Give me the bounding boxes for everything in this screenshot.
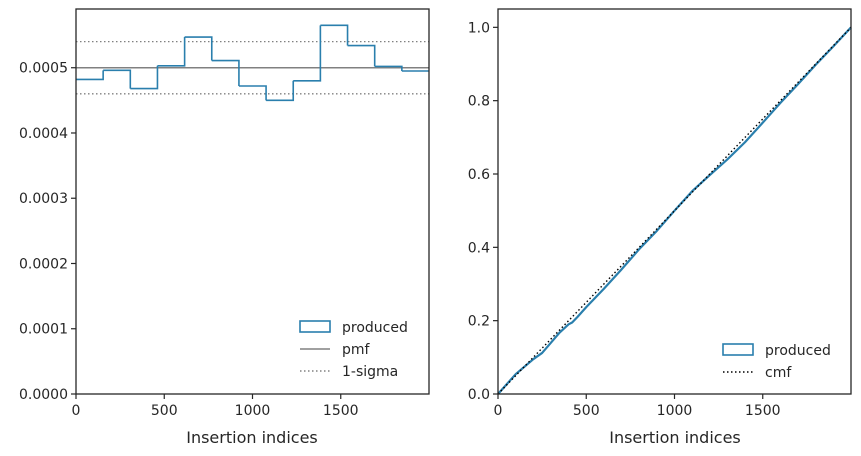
left-x-tick-label: 1000 bbox=[235, 403, 271, 419]
histogram-bin bbox=[76, 70, 104, 81]
right-y-tick-label: 0.2 bbox=[468, 314, 490, 330]
legend-pmf-label: pmf bbox=[342, 342, 371, 358]
histogram-bin bbox=[130, 65, 159, 90]
right-y-tick-label: 0.8 bbox=[468, 94, 490, 110]
histogram-bin bbox=[157, 37, 186, 67]
left-panel: 0 500 1000 1500 0.00000.00010.00020.00030.0… bbox=[19, 8, 430, 447]
legend-produced-label: produced bbox=[765, 343, 831, 359]
histogram-bin bbox=[184, 36, 213, 61]
histogram-bin bbox=[293, 25, 322, 82]
legend-cmf-label: cmf bbox=[765, 365, 792, 381]
right-axes-frame bbox=[497, 8, 852, 395]
histogram-bin bbox=[374, 65, 403, 71]
legend-sigma-label: 1-sigma bbox=[342, 364, 398, 380]
right-panel: 0 500 1000 1500 0.0 0.2 0.4 0.6 0.8 1.0 Insertio… bbox=[468, 8, 852, 447]
produced-line bbox=[497, 26, 852, 395]
histogram-bin bbox=[238, 85, 267, 101]
right-y-ticks: 0.0 0.2 0.4 0.6 0.8 1.0 bbox=[468, 20, 498, 403]
left-x-tick-label: 500 bbox=[151, 403, 178, 419]
right-y-tick-label: 1.0 bbox=[468, 20, 490, 36]
right-x-tick-label: 1500 bbox=[745, 403, 781, 419]
histogram-bin bbox=[211, 59, 240, 86]
right-legend: produced cmf bbox=[722, 343, 831, 381]
right-x-tick-label: 0 bbox=[494, 403, 503, 419]
left-y-tick-label: 0.0005 bbox=[19, 61, 68, 77]
cmf-line bbox=[497, 26, 852, 395]
left-x-ticks: 0 500 1000 1500 bbox=[72, 394, 359, 419]
right-x-tick-label: 500 bbox=[573, 403, 600, 419]
left-x-tick-label: 1500 bbox=[323, 403, 359, 419]
histogram-bin bbox=[347, 44, 376, 67]
histogram-bin bbox=[103, 69, 132, 89]
left-y-tick-label: 0.0004 bbox=[19, 126, 68, 142]
left-legend: produced pmf 1-sigma bbox=[299, 320, 408, 380]
right-x-ticks: 0 500 1000 1500 bbox=[494, 394, 781, 419]
left-x-axis-label: Insertion indices bbox=[186, 428, 318, 447]
left-y-tick-label: 0.0001 bbox=[19, 322, 68, 338]
right-x-axis-label: Insertion indices bbox=[609, 428, 741, 447]
histogram-bin bbox=[266, 80, 295, 102]
right-y-tick-label: 0.4 bbox=[468, 240, 490, 256]
legend-produced-label: produced bbox=[342, 320, 408, 336]
right-x-tick-label: 1000 bbox=[657, 403, 693, 419]
left-plot-marks bbox=[76, 24, 429, 102]
legend-produced-swatch bbox=[722, 343, 754, 356]
histogram-bin bbox=[320, 24, 349, 46]
left-y-tick-label: 0.0003 bbox=[19, 191, 68, 207]
right-plot-marks bbox=[497, 26, 852, 395]
left-y-tick-label: 0.0000 bbox=[19, 387, 68, 403]
right-y-tick-label: 0.6 bbox=[468, 167, 490, 183]
legend-produced-swatch bbox=[299, 320, 331, 333]
left-y-tick-label: 0.0002 bbox=[19, 256, 68, 272]
left-y-ticks: 0.0000 0.0001 0.0002 0.0003 0.0004 0.0005 bbox=[19, 61, 76, 403]
left-x-tick-label: 0 bbox=[72, 403, 81, 419]
right-y-tick-label: 0.0 bbox=[468, 387, 490, 403]
